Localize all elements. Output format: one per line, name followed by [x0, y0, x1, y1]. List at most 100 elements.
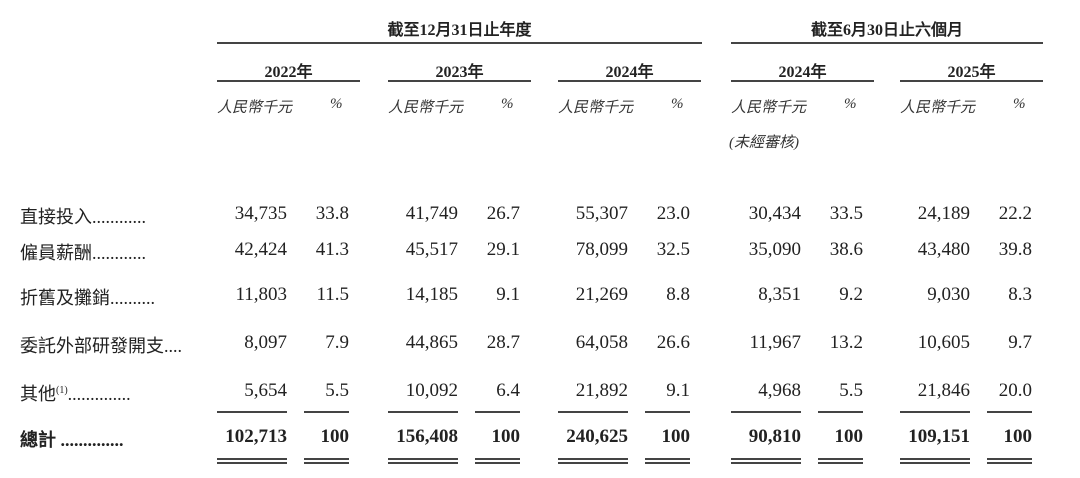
- amount-cell: 4,968: [758, 380, 801, 401]
- pct-cell: 8.3: [1008, 284, 1032, 305]
- amount-cell: 156,408: [396, 426, 458, 447]
- pct-cell: 33.8: [315, 203, 349, 224]
- pct-cell: 22.2: [998, 203, 1032, 224]
- row-label: 總計 ..............: [20, 430, 124, 450]
- subtotal-rule: [645, 411, 690, 413]
- amount-cell: 5,654: [244, 380, 287, 401]
- row-label: 其他(1)..............: [20, 384, 131, 404]
- amount-cell: 14,185: [405, 284, 458, 305]
- pct-cell: 23.0: [656, 203, 690, 224]
- unaudited-note: (未經審核): [729, 135, 799, 151]
- unit-rmb: 人民幣千元: [217, 100, 293, 116]
- amount-cell: 102,713: [225, 426, 287, 447]
- unit-pct: %: [844, 96, 857, 112]
- pct-cell: 13.2: [829, 332, 863, 353]
- subtotal-rule: [304, 411, 349, 413]
- pct-cell: 20.0: [998, 380, 1032, 401]
- pct-cell: 9.1: [666, 380, 690, 401]
- year-header: 2024年: [605, 64, 654, 81]
- amount-cell: 24,189: [917, 203, 970, 224]
- amount-cell: 11,803: [235, 284, 287, 305]
- unit-pct: %: [330, 96, 343, 112]
- year-header: 2022年: [264, 64, 313, 81]
- pct-cell: 33.5: [829, 203, 863, 224]
- pct-cell: 100: [834, 426, 864, 447]
- total-double-rule: [818, 458, 863, 464]
- pct-cell: 38.6: [829, 239, 863, 260]
- amount-cell: 35,090: [748, 239, 801, 260]
- pct-cell: 5.5: [325, 380, 349, 401]
- pct-cell: 41.3: [315, 239, 349, 260]
- pct-cell: 6.4: [496, 380, 520, 401]
- total-double-rule: [558, 458, 628, 464]
- amount-cell: 30,434: [748, 203, 801, 224]
- amount-cell: 10,092: [405, 380, 458, 401]
- row-label: 委託外部研發開支....: [20, 336, 182, 356]
- subtotal-rule: [558, 411, 628, 413]
- divider: [900, 80, 1043, 82]
- amount-cell: 78,099: [575, 239, 628, 260]
- total-double-rule: [475, 458, 520, 464]
- amount-cell: 240,625: [566, 426, 628, 447]
- year-header: 2024年: [778, 64, 827, 81]
- divider: [731, 42, 1043, 44]
- subtotal-rule: [475, 411, 520, 413]
- row-label: 折舊及攤銷..........: [20, 288, 155, 308]
- pct-cell: 39.8: [998, 239, 1032, 260]
- unit-pct: %: [501, 96, 514, 112]
- amount-cell: 45,517: [405, 239, 458, 260]
- divider: [217, 80, 360, 82]
- amount-cell: 8,097: [244, 332, 287, 353]
- pct-cell: 32.5: [656, 239, 690, 260]
- unit-pct: %: [671, 96, 684, 112]
- pct-cell: 26.7: [486, 203, 520, 224]
- divider: [388, 80, 531, 82]
- pct-cell: 8.8: [666, 284, 690, 305]
- divider: [731, 80, 874, 82]
- divider: [217, 42, 702, 44]
- pct-cell: 100: [1003, 426, 1033, 447]
- pct-cell: 26.6: [656, 332, 690, 353]
- total-double-rule: [645, 458, 690, 464]
- amount-cell: 44,865: [405, 332, 458, 353]
- amount-cell: 43,480: [917, 239, 970, 260]
- amount-cell: 34,735: [234, 203, 287, 224]
- footnote-ref: (1): [56, 385, 68, 396]
- amount-cell: 109,151: [908, 426, 970, 447]
- amount-cell: 42,424: [234, 239, 287, 260]
- amount-cell: 21,269: [575, 284, 628, 305]
- pct-cell: 9.1: [496, 284, 520, 305]
- unit-rmb: 人民幣千元: [388, 100, 464, 116]
- header-annual: 截至12月31日止年度: [387, 22, 532, 39]
- total-double-rule: [304, 458, 349, 464]
- year-header: 2023年: [435, 64, 484, 81]
- total-double-rule: [987, 458, 1032, 464]
- subtotal-rule: [731, 411, 801, 413]
- amount-cell: 10,605: [917, 332, 970, 353]
- pct-cell: 7.9: [325, 332, 349, 353]
- subtotal-rule: [818, 411, 863, 413]
- amount-cell: 90,810: [748, 426, 801, 447]
- amount-cell: 9,030: [927, 284, 970, 305]
- amount-cell: 21,846: [917, 380, 970, 401]
- total-double-rule: [900, 458, 970, 464]
- row-label: 直接投入............: [20, 207, 146, 227]
- pct-cell: 11.5: [316, 284, 349, 305]
- pct-cell: 29.1: [486, 239, 520, 260]
- year-header: 2025年: [947, 64, 996, 81]
- subtotal-rule: [987, 411, 1032, 413]
- amount-cell: 64,058: [575, 332, 628, 353]
- unit-rmb: 人民幣千元: [558, 100, 634, 116]
- total-double-rule: [388, 458, 458, 464]
- total-double-rule: [731, 458, 801, 464]
- amount-cell: 8,351: [758, 284, 801, 305]
- amount-cell: 11,967: [749, 332, 801, 353]
- unit-rmb: 人民幣千元: [900, 100, 976, 116]
- amount-cell: 41,749: [405, 203, 458, 224]
- divider: [558, 80, 701, 82]
- unit-pct: %: [1013, 96, 1026, 112]
- amount-cell: 21,892: [575, 380, 628, 401]
- subtotal-rule: [388, 411, 458, 413]
- total-double-rule: [217, 458, 287, 464]
